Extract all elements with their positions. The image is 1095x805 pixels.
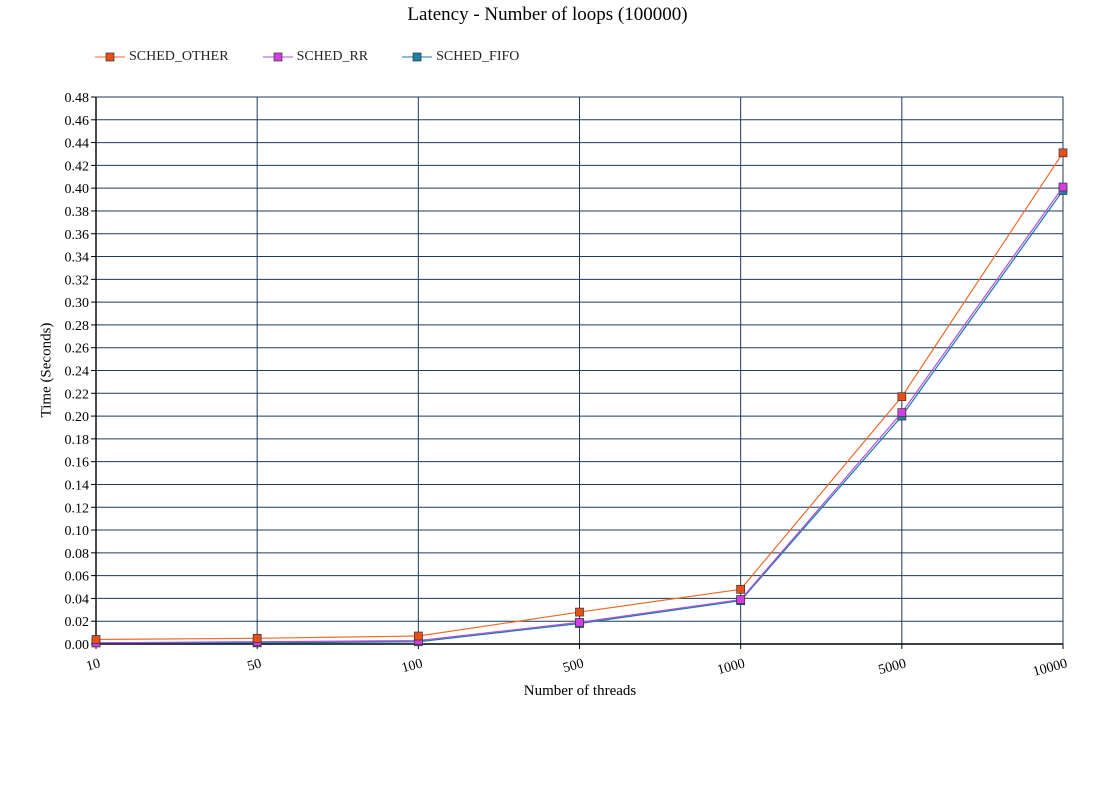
y-tick-label: 0.22 [65, 387, 90, 402]
point-sched-other [252, 633, 262, 643]
y-tick-label: 0.32 [65, 273, 90, 288]
legend-item-sched-other: SCHED_OTHER [95, 49, 229, 65]
point-sched-rr [575, 617, 584, 627]
legend-label-sched-other: SCHED_OTHER [129, 49, 229, 64]
y-tick-label: 0.24 [65, 365, 90, 380]
point-sched-rr [897, 408, 907, 418]
point-sched-rr [1058, 182, 1068, 192]
y-tick-label: 0.42 [65, 159, 90, 174]
legend-item-sched-fifo: SCHED_FIFO [402, 49, 519, 65]
tick-labels: 0.00 0.02 0.04 0.06 0.08 0.10 0.12 0.14 0.16 0.18… [65, 91, 1070, 680]
y-tick-label: 0.08 [65, 547, 90, 562]
y-tick-label: 0.40 [65, 182, 90, 197]
legend: SCHED_OTHER SCHED_RR SCHED_FIFO [95, 47, 553, 67]
y-tick-label: 0.44 [65, 137, 90, 152]
y-tick-label: 0.28 [65, 319, 90, 334]
x-tick-label: 10000 [1031, 656, 1069, 680]
grid [95, 96, 1064, 645]
legend-swatch-sched-rr [262, 52, 293, 62]
y-tick-label: 0.04 [65, 592, 90, 607]
point-sched-other [897, 392, 907, 402]
y-tick-label: 0.30 [65, 296, 90, 311]
x-tick-label: 5000 [877, 656, 908, 678]
series [91, 148, 1068, 648]
y-tick-label: 0.00 [65, 638, 90, 653]
x-tick-label: 50 [246, 656, 263, 674]
point-sched-other [1058, 148, 1068, 158]
point-sched-other [91, 635, 101, 644]
legend-label-sched-rr: SCHED_RR [296, 49, 369, 64]
y-tick-label: 0.48 [65, 91, 90, 106]
legend-label-sched-fifo: SCHED_FIFO [436, 49, 520, 64]
y-tick-label: 0.46 [65, 114, 90, 129]
x-tick-label: 1000 [716, 656, 747, 678]
y-tick-label: 0.34 [65, 251, 90, 266]
point-sched-other [575, 607, 584, 617]
y-tick-label: 0.12 [65, 501, 90, 516]
legend-swatch-sched-other [95, 52, 125, 62]
point-sched-other [736, 584, 746, 594]
y-tick-label: 0.36 [65, 228, 90, 243]
y-tick-label: 0.14 [65, 478, 90, 493]
y-tick-label: 0.16 [65, 456, 90, 471]
y-tick-label: 0.10 [65, 524, 90, 539]
y-tick-label: 0.26 [65, 342, 90, 357]
chart-title: Latency - Number of loops (100000) [407, 4, 688, 25]
y-tick-label: 0.02 [65, 615, 90, 630]
x-tick-label: 10 [85, 656, 102, 674]
legend-swatch-sched-fifo [402, 52, 433, 62]
x-tick-label: 500 [561, 656, 585, 676]
y-tick-label: 0.06 [65, 570, 90, 585]
x-axis-label: Number of threads [523, 683, 637, 699]
point-sched-other [413, 631, 423, 641]
legend-item-sched-rr: SCHED_RR [262, 49, 369, 65]
y-tick-label: 0.18 [65, 433, 90, 448]
x-tick-label: 100 [400, 656, 424, 676]
y-tick-label: 0.20 [65, 410, 90, 425]
y-tick-label: 0.38 [65, 205, 90, 220]
y-axis-label: Time (Seconds) [38, 322, 55, 418]
point-sched-rr [736, 595, 746, 604]
